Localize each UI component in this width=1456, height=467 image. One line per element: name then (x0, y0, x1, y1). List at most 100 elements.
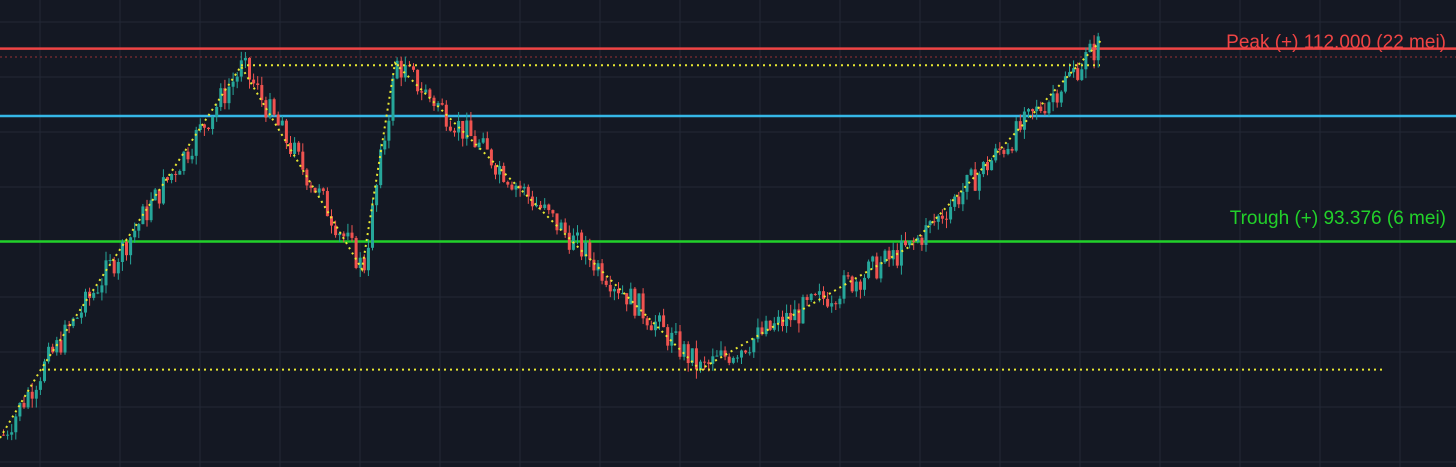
candle-up (268, 99, 272, 118)
candle-down (940, 215, 944, 219)
candle-up (137, 224, 141, 231)
candle-down (904, 240, 907, 246)
candle-up (498, 165, 502, 175)
candle-down (510, 184, 514, 190)
candle-down (1092, 43, 1096, 61)
candle-down (551, 210, 555, 214)
candle-up (215, 106, 219, 117)
peak-level-label: Peak (+) 112.000 (22 mei) (1226, 32, 1446, 53)
candle-up (752, 338, 756, 353)
candle-down (625, 293, 629, 305)
candle-up (227, 86, 231, 104)
candle-up (748, 352, 752, 354)
candle-down (887, 250, 891, 260)
candle-up (924, 225, 928, 245)
candle-down (125, 241, 128, 256)
candle-down (272, 99, 276, 115)
candle-up (522, 186, 526, 189)
candle-down (945, 218, 948, 220)
candle-up (772, 323, 776, 330)
candle-up (514, 185, 518, 190)
candle-down (223, 88, 227, 104)
candle-down (567, 232, 571, 250)
candle-up (801, 297, 805, 324)
candle-down (1031, 109, 1035, 112)
candle-down (555, 213, 559, 231)
candle-down (289, 142, 292, 154)
candle-up (178, 170, 182, 175)
candle-up (969, 169, 973, 175)
candle-down (957, 196, 961, 205)
candle-down (973, 169, 977, 191)
candle-down (592, 259, 596, 271)
candle-up (190, 155, 194, 160)
candle-down (252, 79, 256, 84)
candle-down (617, 288, 620, 294)
candle-up (194, 129, 198, 156)
candle-down (797, 309, 801, 324)
candle-down (563, 222, 567, 233)
candle-up (735, 357, 739, 359)
candle-up (830, 303, 834, 307)
candle-up (14, 416, 18, 433)
candle-down (112, 260, 116, 274)
candle-down (305, 169, 309, 186)
candle-down (284, 120, 288, 143)
candle-up (96, 292, 100, 294)
candle-down (1010, 148, 1014, 151)
candle-up (170, 173, 174, 180)
candle-up (731, 357, 735, 363)
candle-up (653, 321, 657, 331)
candle-up (719, 350, 723, 356)
candle-down (641, 293, 645, 319)
candle-up (231, 81, 235, 87)
candle-down (932, 221, 936, 223)
candle-up (477, 142, 481, 148)
candle-down (789, 312, 793, 321)
candle-up (928, 221, 932, 226)
candle-up (366, 247, 370, 271)
candle-up (891, 250, 895, 260)
candle-up (559, 222, 563, 231)
candle-up (75, 317, 79, 319)
candle-up (219, 88, 223, 107)
candle-down (1039, 106, 1043, 112)
candle-down (453, 130, 456, 133)
candle-down (547, 204, 551, 211)
candle-up (682, 344, 686, 357)
candle-up (63, 324, 67, 353)
candle-up (637, 293, 641, 316)
candle-down (920, 237, 924, 245)
candle-up (916, 237, 920, 242)
candle-down (207, 127, 210, 129)
candle-up (1084, 52, 1088, 70)
candle-down (22, 402, 26, 408)
candle-down (822, 291, 825, 299)
candle-up (785, 312, 789, 327)
candle-up (1051, 93, 1055, 103)
candle-down (530, 196, 534, 207)
candle-up (375, 185, 379, 206)
candle-down (145, 206, 149, 221)
candle-up (424, 89, 428, 93)
candle-down (30, 391, 34, 399)
candle-up (953, 196, 957, 207)
candle-down (428, 89, 432, 98)
candle-down (1002, 150, 1006, 154)
candle-up (108, 260, 112, 262)
candle-down (604, 280, 608, 285)
candle-up (899, 240, 903, 266)
candle-down (707, 362, 711, 364)
candle-up (1088, 43, 1092, 53)
candle-down (260, 85, 264, 101)
trough-level-label: Trough (+) 93.376 (6 mei) (1230, 208, 1446, 229)
candle-down (1018, 121, 1022, 130)
candle-up (674, 331, 678, 333)
candle-up (764, 320, 768, 335)
candle-up (756, 327, 760, 339)
candle-up (71, 318, 75, 327)
candle-up (981, 162, 985, 175)
candle-up (994, 148, 998, 161)
